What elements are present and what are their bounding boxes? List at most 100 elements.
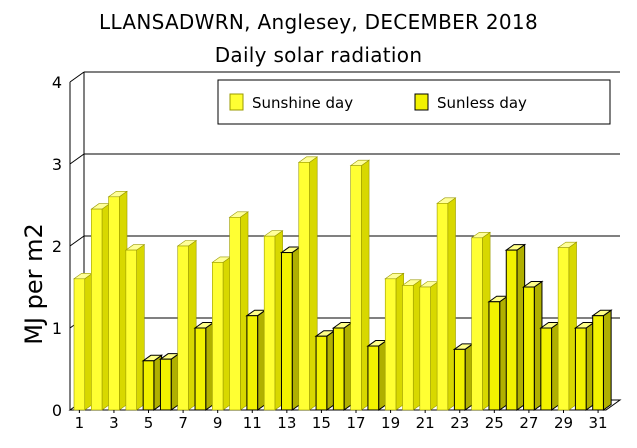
bar (158, 352, 181, 411)
bar (73, 272, 94, 411)
bar (591, 309, 613, 411)
bar-front (557, 247, 570, 411)
bar (331, 321, 354, 411)
legend-box (217, 79, 611, 125)
y-axis-label: MJ per m2 (20, 223, 48, 345)
bar-front (263, 235, 276, 411)
bar-front (298, 162, 310, 411)
y-tick-label: 1 (52, 319, 62, 338)
bar-front (574, 327, 587, 411)
bar-front (229, 217, 241, 411)
legend-label: Sunless day (437, 94, 527, 112)
chart-subtitle: Daily solar radiation (214, 43, 423, 67)
bar-front (332, 327, 345, 411)
bar-front (108, 196, 120, 411)
bar-front (350, 165, 362, 411)
bar (539, 321, 561, 411)
bar (193, 321, 216, 411)
y-tick-label: 2 (52, 237, 62, 256)
y-tick-label: 0 (52, 401, 62, 420)
x-tick-label: 17 (346, 414, 365, 432)
x-tick-label: 25 (485, 414, 504, 432)
bar-front (488, 301, 501, 411)
bar-front (90, 208, 103, 411)
bar (124, 244, 146, 411)
bar (90, 203, 111, 411)
x-tick-label: 29 (554, 414, 573, 432)
bar-front (246, 315, 259, 411)
y-tick-labels: 0 1 2 3 4 (52, 73, 62, 420)
bar (504, 243, 527, 411)
x-tick-label: 7 (178, 414, 188, 432)
bar (314, 329, 337, 411)
x-tick-label: 5 (144, 414, 154, 432)
bar-front (523, 286, 535, 411)
x-tick-label: 1 (75, 414, 85, 432)
bar (452, 342, 475, 411)
legend-swatch-sunshine (229, 93, 244, 111)
x-tick-label: 31 (589, 414, 608, 432)
bar (470, 231, 492, 411)
bar-front (125, 249, 137, 411)
gridline-depth (69, 235, 85, 247)
bar (176, 239, 198, 411)
bar (573, 321, 596, 411)
bar-front (540, 327, 553, 411)
bar (228, 211, 249, 411)
bar (401, 279, 422, 411)
chart-title: LLANSADWRN, Anglesey, DECEMBER 2018 (99, 10, 538, 34)
bar-front (177, 245, 189, 411)
bars (73, 156, 613, 411)
bar-front (419, 286, 431, 411)
y-tick-label: 3 (52, 155, 62, 174)
bar-front (194, 327, 207, 411)
bar-front (505, 249, 518, 411)
bar (349, 159, 371, 411)
x-tick-label: 27 (519, 414, 538, 432)
bar-front (402, 285, 414, 411)
y-tick-label: 4 (52, 73, 62, 92)
x-tick-label: 13 (277, 414, 296, 432)
bar (245, 309, 267, 411)
bar (263, 230, 284, 411)
gridline-depth (69, 71, 85, 83)
bar (366, 339, 388, 411)
bar-front (453, 348, 466, 411)
gridline-depth (69, 153, 85, 165)
x-tick-label: 3 (109, 414, 119, 432)
bar (436, 197, 457, 411)
bar-front (384, 278, 397, 411)
bar-front (367, 345, 380, 411)
bar-front (436, 203, 449, 411)
bar-front (315, 335, 328, 411)
bar (211, 256, 232, 411)
bar (107, 190, 128, 411)
bar (141, 354, 164, 411)
x-tick-label: 11 (243, 414, 262, 432)
bar (521, 280, 544, 411)
bar (418, 280, 440, 411)
bar (279, 246, 302, 411)
bar-front (73, 278, 86, 411)
x-tick-label: 19 (381, 414, 400, 432)
bar-front (280, 252, 293, 411)
bar (487, 295, 509, 411)
bar (557, 241, 578, 411)
legend: Sunshine day Sunless day (217, 79, 611, 125)
bar-side (602, 309, 612, 411)
bar-front (159, 358, 172, 411)
x-tick-label: 15 (312, 414, 331, 432)
x-tick-label: 9 (213, 414, 223, 432)
x-tick-labels: 1 3 5 7 9 11 13 15 17 19 21 23 25 27 29 31 (75, 410, 608, 432)
bar-front (142, 360, 155, 411)
bar (384, 272, 405, 411)
legend-label: Sunshine day (252, 94, 353, 112)
bar-front (471, 237, 483, 411)
x-tick-label: 23 (450, 414, 469, 432)
bar (297, 156, 319, 411)
bar-front (212, 262, 224, 411)
bar-front (592, 315, 604, 411)
x-tick-label: 21 (416, 414, 435, 432)
legend-swatch-sunless (414, 93, 429, 111)
